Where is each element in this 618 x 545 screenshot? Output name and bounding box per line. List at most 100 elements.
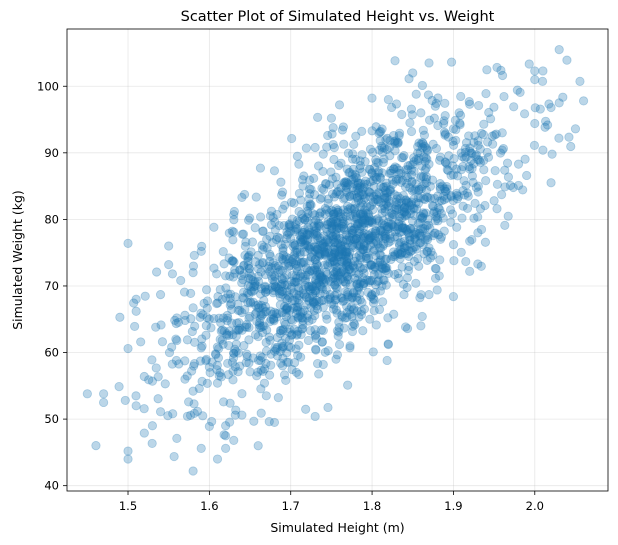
data-point [279, 261, 289, 271]
data-point [390, 269, 400, 280]
data-point [174, 359, 184, 369]
data-point [324, 238, 334, 248]
data-point [301, 263, 311, 273]
data-point [302, 212, 312, 223]
data-point [314, 269, 325, 279]
data-point [404, 74, 414, 84]
data-point [368, 147, 378, 157]
data-point [393, 137, 403, 148]
data-point [254, 355, 264, 365]
data-point [217, 325, 227, 335]
data-point [498, 143, 508, 154]
data-point [289, 277, 299, 287]
data-point [428, 201, 438, 212]
data-point [393, 191, 403, 201]
data-point [285, 306, 295, 316]
data-point [269, 279, 279, 290]
data-point [317, 193, 327, 203]
data-point [345, 343, 355, 353]
data-point [244, 264, 255, 274]
data-point [277, 341, 287, 351]
data-point [333, 205, 343, 215]
data-point [261, 391, 271, 401]
data-point [358, 218, 369, 228]
data-point [337, 221, 347, 231]
data-point [299, 242, 309, 252]
data-point [429, 228, 440, 238]
data-point [320, 249, 330, 260]
data-point [379, 190, 389, 200]
data-point [482, 147, 492, 157]
data-point [275, 252, 285, 262]
data-point [259, 295, 269, 306]
data-point [300, 274, 311, 285]
data-point [315, 250, 325, 260]
data-point [292, 245, 302, 255]
data-point [253, 250, 263, 260]
data-point [464, 146, 475, 156]
data-point [300, 215, 310, 225]
data-point [297, 235, 308, 245]
data-point [147, 376, 158, 386]
data-point [416, 108, 426, 118]
data-point [304, 243, 314, 253]
data-point [405, 239, 415, 249]
data-point [483, 152, 494, 162]
data-point [313, 161, 324, 171]
data-point [139, 371, 149, 382]
data-point [270, 217, 280, 227]
data-point [422, 246, 433, 257]
data-point [365, 275, 376, 286]
data-point [331, 230, 341, 240]
data-point [351, 208, 361, 218]
data-point [353, 178, 363, 188]
data-point [356, 178, 366, 188]
data-point [323, 261, 333, 271]
data-point [449, 256, 459, 266]
data-point [335, 189, 345, 200]
data-point [326, 217, 336, 227]
data-point [277, 338, 287, 348]
data-point [289, 239, 299, 249]
data-point [394, 204, 404, 214]
data-point [217, 294, 227, 305]
data-point [314, 277, 324, 287]
x-tick-label: 2.0 [526, 499, 544, 513]
data-point [164, 241, 174, 251]
data-point [428, 139, 438, 149]
data-point [465, 143, 475, 153]
data-point [402, 204, 413, 214]
data-point [341, 185, 351, 195]
data-point [131, 391, 141, 401]
data-point [333, 270, 344, 280]
data-point [440, 158, 451, 168]
data-point [359, 240, 369, 250]
data-point [342, 301, 352, 312]
data-point [339, 219, 349, 229]
data-point [195, 356, 206, 366]
data-point [422, 145, 432, 155]
data-point [391, 197, 402, 207]
data-point [410, 232, 420, 242]
data-point [307, 284, 317, 294]
data-point [375, 172, 385, 182]
data-point [420, 194, 430, 205]
data-point [393, 174, 404, 184]
data-point [190, 321, 200, 331]
data-point [388, 179, 398, 189]
data-point [364, 253, 374, 263]
data-point [279, 317, 290, 327]
data-point [265, 251, 276, 262]
data-point [347, 292, 357, 302]
data-point [235, 265, 245, 275]
data-point [360, 193, 370, 203]
data-point [440, 129, 451, 139]
data-point [333, 252, 343, 262]
data-point [417, 181, 427, 192]
data-point [325, 293, 335, 303]
data-point [262, 325, 272, 335]
data-point [277, 361, 288, 371]
data-point [356, 187, 367, 197]
data-point [283, 258, 293, 268]
data-point [352, 239, 362, 249]
